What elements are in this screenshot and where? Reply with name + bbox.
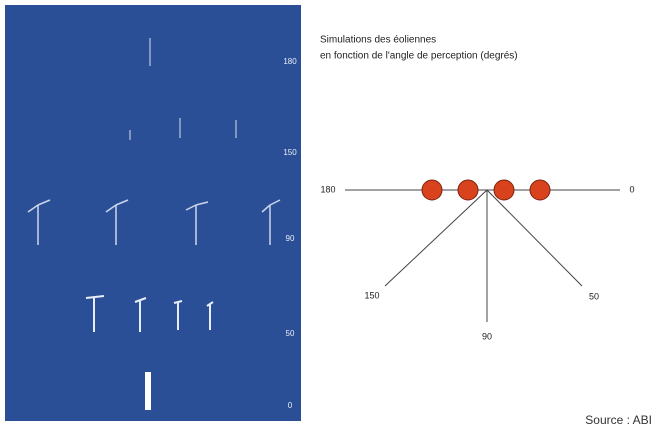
diagram-label: 180 — [320, 184, 335, 194]
angle-lines — [345, 189, 620, 322]
diagram-label: 90 — [482, 331, 492, 341]
diagram-label: 0 — [629, 184, 634, 194]
diagram-label: 150 — [364, 290, 379, 300]
angle-label: 90 — [286, 234, 295, 243]
turbines — [27, 38, 281, 410]
angle-label: 180 — [283, 57, 297, 66]
angle-label: 0 — [288, 401, 293, 410]
simulation-panel — [5, 5, 301, 421]
observer-points — [421, 179, 551, 201]
angle-label: 50 — [286, 329, 295, 338]
diagram-label: 50 — [589, 291, 599, 301]
title-line: en fonction de l'angle de perception (de… — [320, 51, 518, 62]
title-line: Simulations des éoliennes — [320, 35, 436, 46]
angle-label: 150 — [283, 148, 297, 157]
source: Source : ABI — [585, 413, 652, 427]
